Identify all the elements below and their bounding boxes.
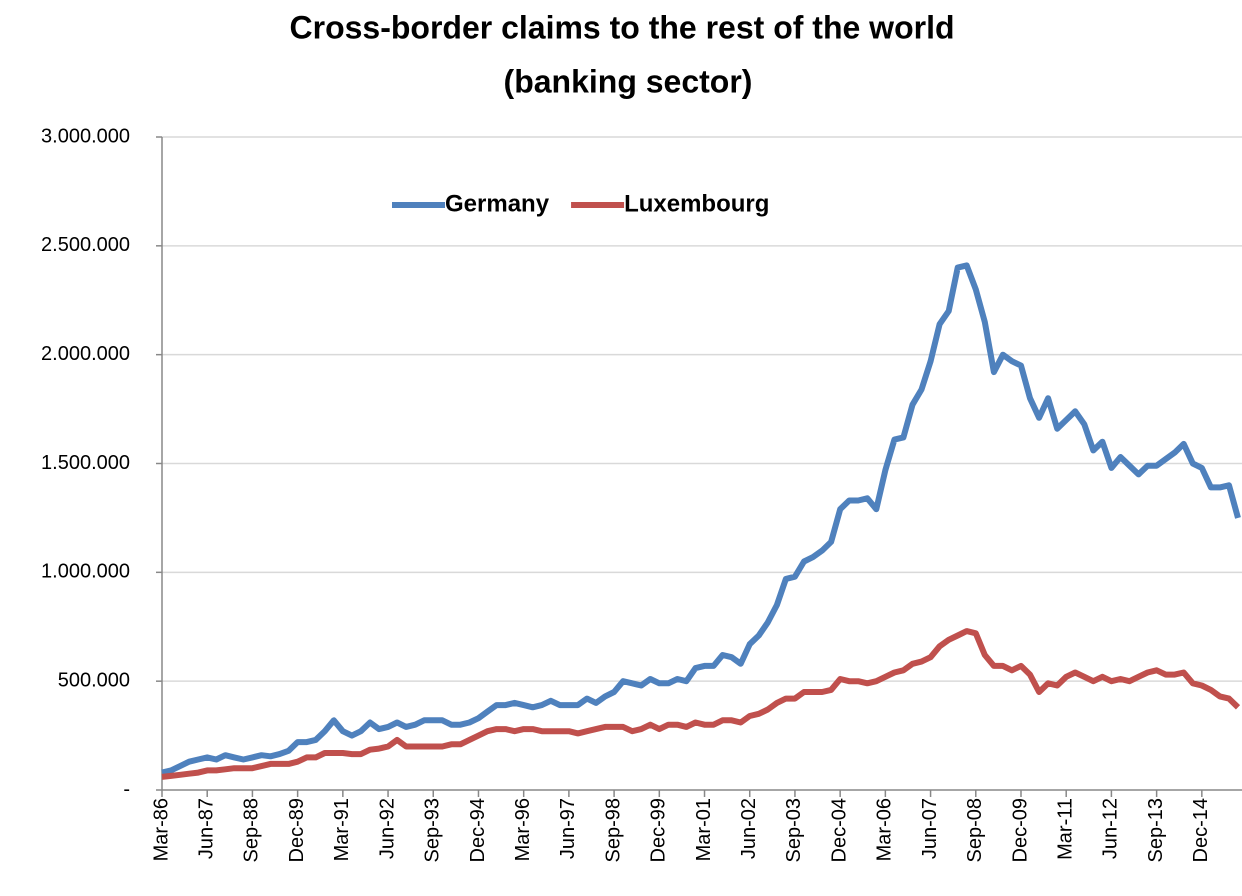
y-tick-label: 500.000 (58, 669, 130, 691)
x-tick-label: Sep-98 (602, 798, 624, 863)
x-tick-label: Dec-94 (467, 798, 489, 862)
x-tick-label: Jun-92 (376, 798, 398, 859)
legend-label: Luxembourg (624, 190, 769, 217)
x-tick-label: Dec-04 (828, 798, 850, 862)
chart-title: (banking sector) (504, 63, 753, 99)
x-tick-label: Sep-03 (783, 798, 805, 863)
x-tick-label: Jun-02 (738, 798, 760, 859)
data-line (161, 628, 1241, 780)
x-tick-label: Sep-13 (1145, 798, 1167, 863)
y-tick-label: 3.000.000 (41, 125, 130, 147)
x-tick-label: Jun-97 (557, 798, 579, 859)
y-tick-label: - (123, 778, 130, 800)
x-tick-label: Sep-08 (964, 798, 986, 863)
data-line (161, 262, 1241, 776)
x-tick-label: Mar-01 (693, 798, 715, 861)
x-tick-label: Dec-89 (286, 798, 308, 862)
x-tick-label: Dec-09 (1009, 798, 1031, 862)
x-tick-label: Jun-87 (195, 798, 217, 859)
y-tick-label: 2.500.000 (41, 234, 130, 256)
x-tick-label: Jun-07 (919, 798, 941, 859)
x-tick-label: Mar-06 (874, 798, 896, 861)
x-tick-label: Sep-93 (422, 798, 444, 863)
x-tick-label: Mar-11 (1054, 798, 1076, 860)
chart-title: Cross-border claims to the rest of the w… (290, 9, 955, 45)
x-tick-label: Sep-88 (241, 798, 263, 863)
x-tick-label: Mar-86 (150, 798, 172, 861)
y-tick-label: 1.500.000 (41, 452, 130, 474)
x-tick-label: Dec-99 (648, 798, 670, 862)
y-tick-label: 1.000.000 (41, 561, 130, 583)
x-tick-label: Mar-91 (331, 798, 353, 861)
x-tick-label: Jun-12 (1100, 798, 1122, 859)
legend-label: Germany (445, 190, 550, 217)
x-tick-label: Dec-14 (1190, 798, 1212, 862)
y-tick-label: 2.000.000 (41, 343, 130, 365)
x-tick-label: Mar-96 (512, 798, 534, 861)
